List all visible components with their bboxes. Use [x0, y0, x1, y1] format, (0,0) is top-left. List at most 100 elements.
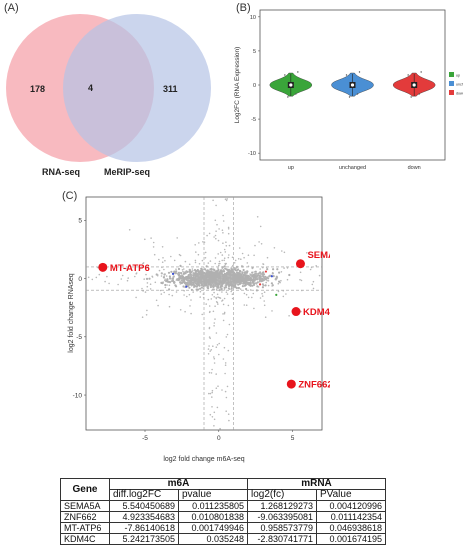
table-row: SEMA5A 5.540450689 0.011235805 1.2681292…	[60, 500, 386, 512]
scatter-point	[224, 267, 227, 270]
scatter-point	[259, 268, 261, 270]
scatter-point	[208, 371, 211, 374]
venn-right-label: MeRIP-seq	[104, 167, 150, 177]
scatter-point	[243, 292, 246, 295]
scatter-point	[258, 275, 261, 278]
scatter-point	[157, 304, 159, 307]
scatter-point	[312, 280, 315, 283]
scatter-point	[213, 288, 215, 291]
scatter-point	[280, 279, 282, 282]
scatter-point	[222, 242, 224, 244]
scatter-point	[217, 385, 219, 387]
scatter-point	[87, 276, 90, 279]
scatter-point	[244, 273, 246, 275]
scatter-point	[225, 276, 228, 279]
scatter-point	[218, 342, 220, 345]
scatter-point	[198, 272, 201, 276]
scatter-point	[222, 214, 224, 217]
scatter-point	[208, 270, 211, 273]
scatter-x-axis-label: log2 fold change m6A-seq	[163, 456, 244, 463]
scatter-point	[169, 281, 172, 284]
violin-outlier	[297, 71, 299, 73]
mrna-group-header: mRNA	[247, 478, 386, 490]
scatter-point	[190, 284, 193, 287]
results-table: Gene m6A mRNA diff.log2FC pvalue log2(fc…	[60, 478, 386, 545]
scatter-point	[195, 251, 197, 253]
scatter-point	[141, 287, 143, 290]
scatter-point	[225, 241, 227, 243]
scatter-point	[258, 241, 260, 243]
scatter-point	[188, 283, 191, 286]
scatter-point	[299, 271, 302, 274]
scatter-point	[213, 357, 216, 360]
scatter-point	[306, 252, 308, 254]
scatter-point	[267, 277, 270, 280]
scatter-point	[126, 279, 129, 282]
venn-left-count: 178	[30, 84, 45, 94]
violin-y-tick-label: -5	[251, 117, 256, 123]
scatter-point	[215, 273, 218, 276]
scatter-point	[213, 272, 216, 275]
scatter-y-axis-label: log2 fold change RNAseq	[68, 273, 75, 352]
scatter-point	[179, 309, 182, 311]
scatter-point	[288, 273, 291, 277]
scatter-point	[179, 283, 182, 285]
scatter-point	[166, 284, 168, 286]
scatter-point	[176, 272, 179, 275]
scatter-point	[216, 344, 219, 346]
scatter-point	[231, 286, 234, 288]
scatter-point	[226, 198, 228, 200]
scatter-point	[259, 225, 262, 228]
scatter-point	[185, 285, 188, 288]
violin-median-point	[350, 83, 355, 87]
scatter-point	[247, 296, 250, 299]
scatter-point	[215, 237, 217, 240]
venn-diagram: 178 4 311 RNA-seq MeRIP-seq	[6, 14, 211, 177]
scatter-point	[227, 232, 230, 235]
violin-y-axis-label: Log2FC (RNA Expression)	[234, 47, 241, 124]
scatter-point	[207, 283, 210, 286]
scatter-point	[217, 239, 220, 242]
scatter-point	[252, 283, 256, 286]
scatter-point	[232, 278, 235, 281]
scatter-point	[229, 283, 232, 286]
scatter-point	[210, 372, 213, 374]
scatter-point	[194, 244, 196, 246]
scatter-point	[227, 226, 230, 229]
violin-median-point	[289, 83, 293, 87]
scatter-point	[211, 288, 214, 291]
scatter-point	[267, 280, 270, 282]
scatter-point	[191, 274, 193, 277]
scatter-point	[161, 266, 163, 269]
scatter-point	[168, 293, 170, 296]
scatter-point	[224, 251, 227, 253]
scatter-y-tick-label: 5	[78, 218, 82, 225]
scatter-point	[108, 282, 110, 285]
scatter-point	[192, 291, 194, 293]
scatter-point	[209, 392, 212, 395]
scatter-point	[224, 282, 227, 284]
scatter-point	[181, 274, 183, 277]
gene-cell: MT-ATP6	[60, 522, 110, 534]
scatter-point	[155, 299, 158, 302]
scatter-point	[255, 283, 258, 285]
scatter-point	[146, 282, 149, 284]
scatter-point	[208, 327, 211, 330]
scatter-point	[181, 278, 183, 281]
scatter-point	[161, 246, 164, 248]
scatter-point	[180, 282, 183, 285]
scatter-point	[209, 337, 211, 340]
scatter-point	[117, 283, 119, 286]
scatter-point	[188, 293, 191, 296]
scatter-point	[256, 277, 259, 279]
value-cell: 5.540450689	[109, 500, 179, 512]
scatter-point	[215, 373, 217, 375]
scatter-point	[211, 396, 213, 398]
scatter-point	[262, 284, 264, 286]
scatter-point	[220, 287, 223, 291]
scatter-point	[169, 277, 172, 280]
scatter-point	[264, 284, 267, 287]
scatter-point	[311, 283, 314, 286]
scatter-point	[193, 275, 196, 278]
scatter-point	[207, 348, 210, 350]
